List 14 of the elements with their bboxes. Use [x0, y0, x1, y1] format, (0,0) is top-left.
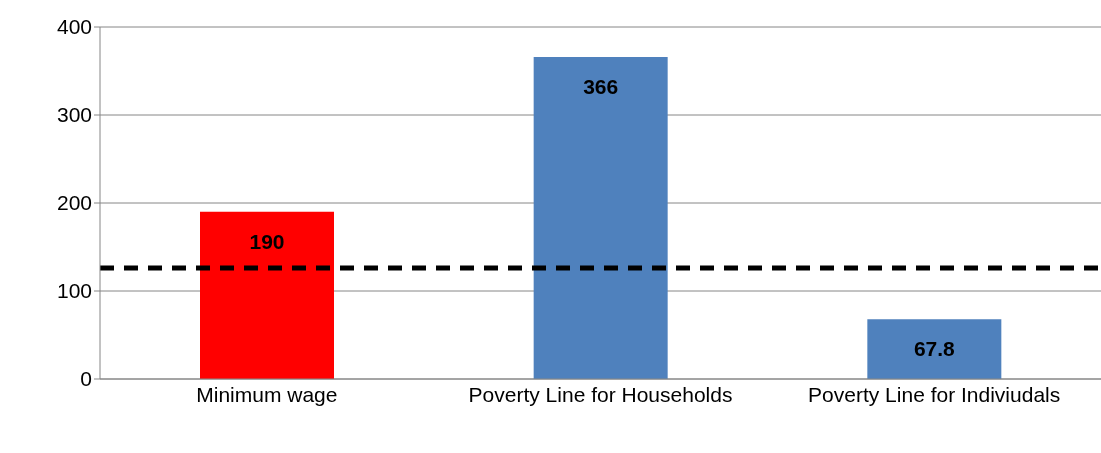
bar	[200, 211, 334, 379]
bar	[867, 319, 1002, 379]
x-tick-label: Poverty Line for Households	[468, 382, 733, 406]
data-label: 67.8	[913, 337, 956, 361]
data-label: 190	[249, 229, 285, 253]
y-tick-label: 200	[56, 191, 92, 215]
y-tick-label: 0	[80, 367, 92, 391]
bar	[533, 56, 668, 379]
x-tick-label: Minimum wage	[196, 382, 338, 406]
data-label: 366	[583, 74, 619, 98]
y-tick-label: 100	[56, 279, 92, 303]
y-tick-label: 300	[56, 103, 92, 127]
x-tick-label: Poverty Line for Indiviudals	[808, 382, 1061, 406]
y-tick-label: 400	[56, 15, 92, 39]
